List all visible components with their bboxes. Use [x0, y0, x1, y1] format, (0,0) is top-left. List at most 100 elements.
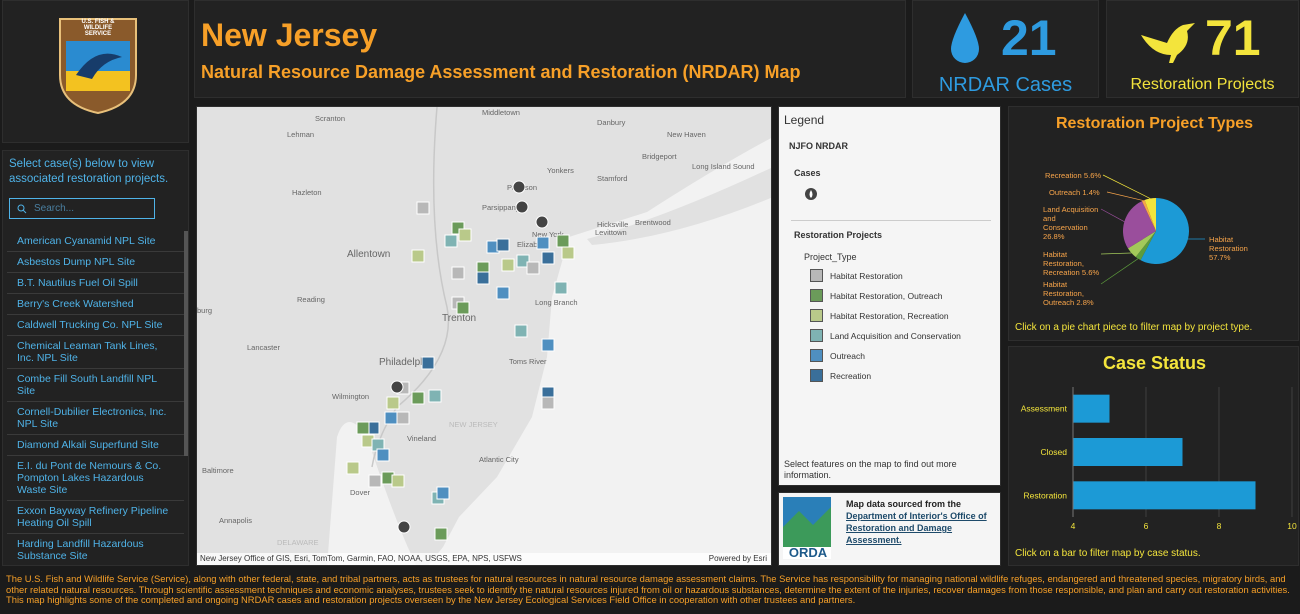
- pie-slice: [1127, 231, 1156, 257]
- source-panel: ORDA Map data sourced from the Departmen…: [778, 492, 1001, 566]
- case-item[interactable]: American Cyanamid NPL Site: [7, 231, 184, 252]
- case-item[interactable]: Harding Landfill Hazardous Substance Sit…: [7, 534, 184, 565]
- logo: [59, 18, 137, 115]
- pie-label-value: 5.6%: [1081, 268, 1100, 277]
- place-label: Long Island Sound: [692, 162, 755, 171]
- bar-title: Case Status: [1102, 353, 1207, 373]
- map-feature: [386, 396, 400, 410]
- case-list: American Cyanamid NPL Site Asbestos Dump …: [7, 231, 184, 565]
- pie-slice: [1140, 198, 1189, 264]
- case-item[interactable]: Cornell-Dubilier Electronics, Inc. NPL S…: [7, 402, 184, 435]
- case-item[interactable]: Caldwell Trucking Co. NPL Site: [7, 315, 184, 336]
- map-feature: [501, 258, 515, 272]
- place-label: Allentown: [347, 249, 390, 260]
- pie-label-value: 26.8%: [1043, 232, 1065, 241]
- pie-label: Habitat Restoration, Outreach 2.8%: [1043, 280, 1101, 307]
- attribution: New Jersey Office of GIS, Esri, TomTom, …: [200, 554, 522, 563]
- map-feature: [526, 261, 540, 275]
- map-feature: [384, 411, 398, 425]
- map-feature: [396, 411, 410, 425]
- map-feature: [516, 254, 530, 268]
- map-feature: [376, 448, 390, 462]
- pie-label-name: Habitat Restoration, Outreach: [1043, 280, 1084, 307]
- pie-label: Land Acquisition and Conservation 26.8%: [1043, 205, 1101, 241]
- place-label: burg: [197, 306, 212, 315]
- case-item[interactable]: Diamond Alkali Superfund Site: [7, 435, 184, 456]
- legend-swatch: [810, 269, 823, 282]
- place-label: Lancaster: [247, 343, 280, 352]
- title: New Jersey: [201, 17, 378, 53]
- pie-label-value: 2.8%: [1076, 298, 1094, 307]
- map-canvas: Scranton Middletown Danbury Lehman New Haven…: [197, 107, 771, 565]
- legend-cases: Cases: [794, 168, 821, 178]
- map-feature: [561, 246, 575, 260]
- pie-chart: [1100, 174, 1206, 285]
- map-feature: [496, 286, 510, 300]
- legend-item: Habitat Restoration, Outreach: [830, 291, 943, 301]
- case-item[interactable]: Asbestos Dump NPL Site: [7, 252, 184, 273]
- list-prompt: Select case(s) below to view associated …: [9, 158, 169, 185]
- pie-label: Recreation 5.6%: [1045, 171, 1103, 180]
- pie-label: Habitat Restoration, Recreation 5.6%: [1043, 250, 1101, 277]
- bar-note: Click on a bar to filter map by case sta…: [1015, 548, 1201, 559]
- map-feature: [391, 474, 405, 488]
- powered-by: Powered by Esri: [708, 554, 767, 563]
- place-label: DELAWARE: [277, 538, 319, 547]
- map-feature: [346, 461, 360, 475]
- map-feature: [421, 356, 435, 370]
- map-feature: [556, 234, 570, 248]
- map-feature: [368, 474, 382, 488]
- map-feature: [536, 236, 550, 250]
- source-link[interactable]: Department of Interior's Office of Resto…: [846, 511, 987, 545]
- map-feature: [514, 324, 528, 338]
- place-label: Bridgeport: [642, 152, 678, 161]
- legend-item: Habitat Restoration, Recreation: [830, 311, 949, 321]
- search-placeholder: Search...: [34, 203, 75, 214]
- pie-label-value: 1.4%: [1082, 188, 1100, 197]
- map[interactable]: Scranton Middletown Danbury Lehman New Haven…: [196, 106, 772, 566]
- pie-slice: [1123, 201, 1156, 249]
- pie-label: Habitat Restoration 57.7%: [1209, 235, 1267, 262]
- stat-value: 71: [1205, 10, 1261, 66]
- legend-swatch: [810, 309, 823, 322]
- place-label: Middletown: [482, 108, 520, 117]
- case-item[interactable]: E.I. du Pont de Nemours & Co. Pompton La…: [7, 456, 184, 501]
- legend-panel: Legend NJFO NRDAR Cases Restoration Proj…: [778, 106, 1001, 486]
- map-feature: [458, 228, 472, 242]
- case-item[interactable]: Exxon Bayway Refinery Pipeline Heating O…: [7, 501, 184, 534]
- map-feature: [496, 238, 510, 252]
- place-label: Brentwood: [635, 218, 671, 227]
- case-feature: [515, 200, 529, 214]
- footer: The U.S. Fish and Wildlife Service (Serv…: [6, 573, 1290, 605]
- case-item[interactable]: Combe Fill South Landfill NPL Site: [7, 369, 184, 402]
- map-feature: [416, 201, 430, 215]
- map-feature: [541, 338, 555, 352]
- place-label: Vineland: [407, 434, 436, 443]
- map-feature: [554, 281, 568, 295]
- leader-line: [1100, 258, 1139, 285]
- orda-logo: [783, 497, 831, 559]
- legend-layer: NJFO NRDAR: [789, 141, 849, 151]
- place-label: Reading: [297, 295, 325, 304]
- x-tick-label: 4: [1071, 521, 1076, 531]
- legend-item: Land Acquisition and Conservation: [830, 331, 961, 341]
- bar-chart: 4 6 8 10 Assessment Closed Restoration: [1021, 387, 1297, 531]
- place-label: Stamford: [597, 174, 627, 183]
- place-label: Hazleton: [292, 188, 322, 197]
- y-tick-label: Assessment: [1021, 404, 1068, 414]
- legend-swatch: [810, 369, 823, 382]
- legend-projects: Restoration Projects: [794, 230, 883, 240]
- bar-panel: Case Status 4 6 8 10 Assessment Closed Restora…: [1008, 346, 1299, 566]
- legend-swatch: [810, 329, 823, 342]
- case-feature: [535, 215, 549, 229]
- bird-icon: [1141, 23, 1195, 63]
- case-item[interactable]: Berry's Creek Watershed: [7, 294, 184, 315]
- case-icon: [805, 188, 817, 200]
- pie-label-value: 5.6%: [1083, 171, 1102, 180]
- search-box[interactable]: Search...: [9, 198, 155, 219]
- legend-item: Outreach: [830, 351, 865, 361]
- case-feature: [397, 520, 411, 534]
- case-item[interactable]: B.T. Nautilus Fuel Oil Spill: [7, 273, 184, 294]
- case-item[interactable]: Chemical Leaman Tank Lines, Inc. NPL Sit…: [7, 336, 184, 369]
- map-feature: [541, 396, 555, 410]
